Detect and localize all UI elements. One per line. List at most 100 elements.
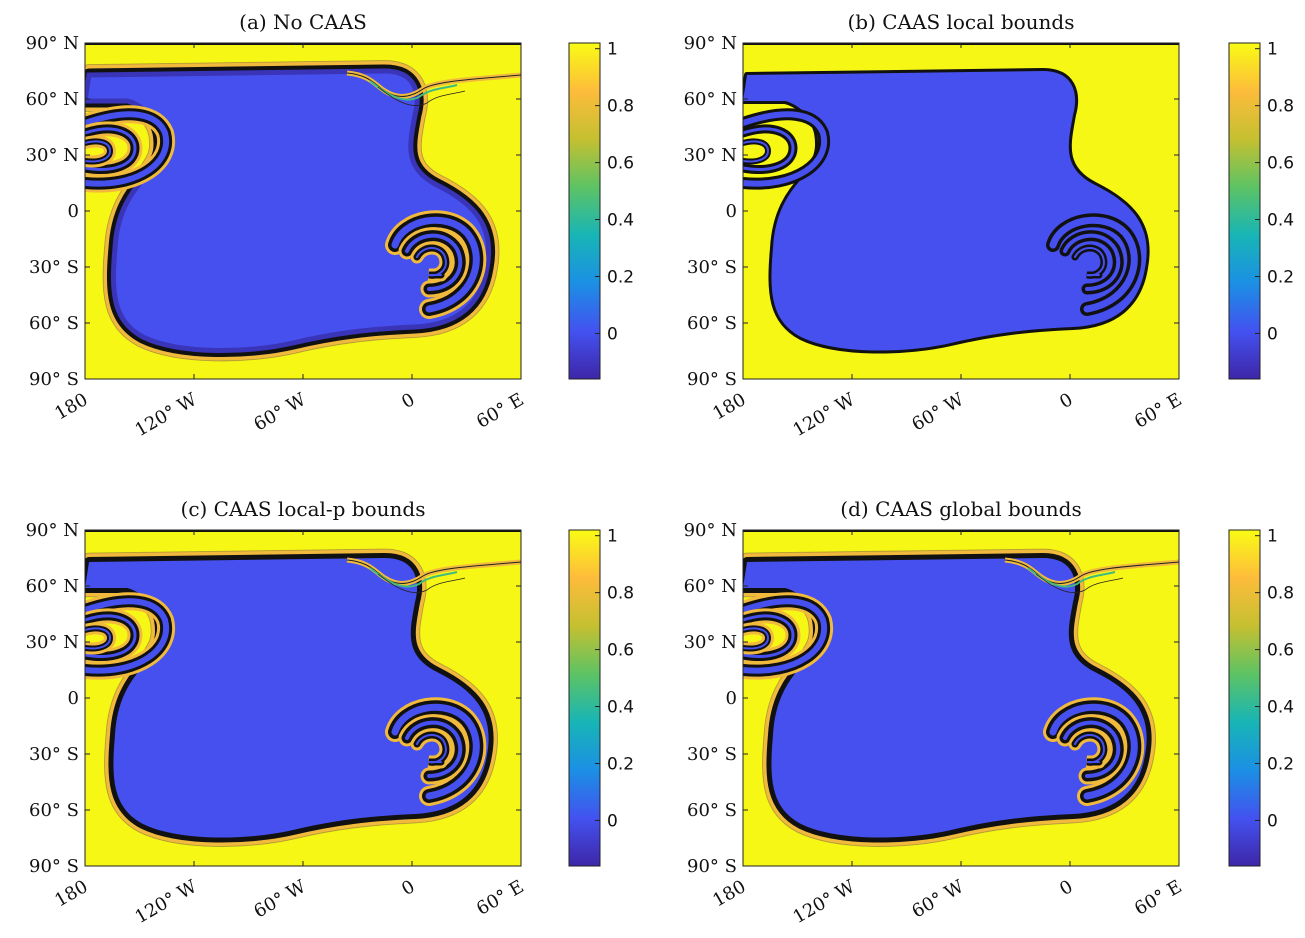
panel-3-xtick-label-3: 0 xyxy=(398,876,418,900)
panel-2-ytick-label-6: 90° S xyxy=(687,369,737,390)
panel-2-colorbar-label-4: 0.2 xyxy=(1267,267,1294,287)
panel-1-pole-filament-green xyxy=(369,80,458,101)
panel-2-colorbar-label-1: 0.8 xyxy=(1267,97,1294,117)
panel-2-title: (b) CAAS local bounds xyxy=(847,10,1074,34)
panel-2-colorbar-label-2: 0.6 xyxy=(1267,154,1294,174)
panel-2-field-shapes xyxy=(743,43,1179,354)
panel-3-ytick-label-4: 30° S xyxy=(29,744,79,765)
panel-3-colorbar-label-1: 0.8 xyxy=(607,584,634,604)
panel-1-field-shapes xyxy=(85,43,521,362)
panel-3-right-spiral-core-0 xyxy=(391,703,480,800)
panel-1-pole-filament-inner xyxy=(377,86,466,106)
panel-1-colorbar-label-2: 0.6 xyxy=(607,154,634,174)
panel-1-colorbar-label-3: 0.4 xyxy=(607,211,634,231)
panel-4-ytick-label-5: 60° S xyxy=(687,800,737,821)
panel-3-blue-region xyxy=(85,558,489,838)
panel-3: (c) CAAS local-p bounds 90° N 60° N 30° N 0 3… xyxy=(26,497,634,928)
panel-4-colorbar: 1 0.8 0.6 0.4 0.2 0 xyxy=(1228,527,1294,867)
panel-1-colorbar: 1 0.8 0.6 0.4 0.2 0 xyxy=(568,40,634,380)
panel-1-xtick-label-0: 180 xyxy=(51,389,91,424)
panel-2-left-spiral-core-1 xyxy=(743,127,795,171)
panel-1-ytick-label-4: 30° S xyxy=(29,257,79,278)
panel-1-ytick-label-5: 60° S xyxy=(29,313,79,334)
panel-4-field-shapes xyxy=(743,530,1179,847)
panel-1-right-spiral-core-0 xyxy=(391,216,480,313)
panel-4-xtick-label-0: 180 xyxy=(709,876,749,911)
panel-4: (d) CAAS global bounds 90° N 60° N 30° N 0 30… xyxy=(684,497,1294,928)
panel-4-pole-filament-edge xyxy=(1004,559,1179,584)
panel-4-colorbar-label-3: 0.4 xyxy=(1267,698,1294,718)
panel-2-blue-region xyxy=(743,71,1147,351)
panel-4-colorbar-label-1: 0.8 xyxy=(1267,584,1294,604)
panel-3-left-spiral-core-0 xyxy=(85,598,170,674)
panel-1-ytick-label-0: 90° N xyxy=(26,33,79,54)
panel-1-xtick-label-1: 120° W xyxy=(131,389,200,441)
panel-2-xtick-label-4: 60° E xyxy=(1131,389,1185,433)
panel-4-title: (d) CAAS global bounds xyxy=(840,497,1081,521)
panel-3-title: (c) CAAS local-p bounds xyxy=(181,497,426,521)
panel-2-ytick-label-4: 30° S xyxy=(687,257,737,278)
panel-4-pole-filament-green xyxy=(1027,567,1116,588)
panel-1-xtick-label-3: 0 xyxy=(398,389,418,413)
panel-1-ytick-label-6: 90° S xyxy=(29,369,79,390)
panel-4-ytick-label-0: 90° N xyxy=(684,520,737,541)
panel-3-colorbar-label-5: 0 xyxy=(607,811,618,831)
panel-2-ytick-label-5: 60° S xyxy=(687,313,737,334)
panel-3-xtick-label-2: 60° W xyxy=(250,876,310,922)
panel-1-colorbar-label-5: 0 xyxy=(607,324,618,344)
panel-1-ytick-label-3: 0 xyxy=(68,201,79,222)
panel-2-left-spiral-core-0 xyxy=(743,111,828,187)
panel-3-ytick-label-6: 90° S xyxy=(29,856,79,877)
panel-3-left-spiral-core-2 xyxy=(85,627,112,650)
panel-3-left-spiral-core-1 xyxy=(85,614,137,658)
panel-2-colorbar-gradient xyxy=(1228,42,1261,380)
panel-4-xtick-label-3: 0 xyxy=(1056,876,1076,900)
panel-3-colorbar-label-2: 0.6 xyxy=(607,641,634,661)
panel-3-colorbar: 1 0.8 0.6 0.4 0.2 0 xyxy=(568,527,634,867)
panel-1-xtick-label-4: 60° E xyxy=(473,389,527,433)
panel-3-pole-filament-green xyxy=(369,567,458,588)
panel-2-xtick-label-1: 120° W xyxy=(789,389,858,441)
panel-2-ytick-label-2: 30° N xyxy=(684,145,737,166)
panel-3-pole-filament-inner xyxy=(377,573,466,593)
panel-3-colorbar-label-3: 0.4 xyxy=(607,698,634,718)
panel-2-xtick-label-3: 0 xyxy=(1056,389,1076,413)
panel-2-colorbar: 1 0.8 0.6 0.4 0.2 0 xyxy=(1228,40,1294,380)
panel-3-ytick-label-1: 60° N xyxy=(26,576,79,597)
panel-1-right-spiral-core-1 xyxy=(405,233,463,291)
panel-4-colorbar-label-2: 0.6 xyxy=(1267,641,1294,661)
panel-3-ytick-label-2: 30° N xyxy=(26,632,79,653)
panel-2-colorbar-label-5: 0 xyxy=(1267,324,1278,344)
panel-4-colorbar-label-0: 1 xyxy=(1267,527,1278,547)
panel-2-right-spiral-core-2 xyxy=(1074,247,1105,277)
panel-4-ytick-label-1: 60° N xyxy=(684,576,737,597)
panel-4-right-spiral-core-0 xyxy=(1049,703,1138,800)
panel-1-colorbar-label-1: 0.8 xyxy=(607,97,634,117)
panel-4-xtick-label-2: 60° W xyxy=(908,876,968,922)
panel-2-right-spiral-core-1 xyxy=(1063,233,1121,291)
panel-4-colorbar-label-4: 0.2 xyxy=(1267,754,1294,774)
panel-4-colorbar-label-5: 0 xyxy=(1267,811,1278,831)
panel-1-colorbar-label-4: 0.2 xyxy=(607,267,634,287)
panel-3-right-spiral-core-1 xyxy=(405,720,463,778)
panel-3-xtick-label-0: 180 xyxy=(51,876,91,911)
panel-3-colorbar-gradient xyxy=(568,529,601,867)
panel-1: (a) No CAAS 90° N 60° N 30° N 0 30° S 60° S 90°… xyxy=(26,10,634,441)
panel-2-ytick-label-1: 60° N xyxy=(684,89,737,110)
panel-3-xtick-label-1: 120° W xyxy=(131,876,200,928)
panel-2-left-spiral-core-2 xyxy=(743,140,770,163)
panel-1-right-spiral-core-2 xyxy=(416,247,447,277)
panel-3-right-spiral-core-2 xyxy=(416,734,447,764)
panel-4-ytick-label-3: 0 xyxy=(726,688,737,709)
panel-1-colorbar-label-0: 1 xyxy=(607,40,618,60)
panel-4-left-spiral-core-2 xyxy=(743,627,770,650)
panel-3-colorbar-label-0: 1 xyxy=(607,527,618,547)
panel-2-ytick-label-0: 90° N xyxy=(684,33,737,54)
panel-3-ytick-label-3: 0 xyxy=(68,688,79,709)
panel-3-xtick-label-4: 60° E xyxy=(473,876,527,920)
panel-3-ytick-label-5: 60° S xyxy=(29,800,79,821)
panel-1-pole-filament-edge xyxy=(346,72,521,97)
panel-4-ytick-label-6: 90° S xyxy=(687,856,737,877)
panel-4-colorbar-gradient xyxy=(1228,529,1261,867)
panel-1-xtick-label-2: 60° W xyxy=(250,389,310,435)
